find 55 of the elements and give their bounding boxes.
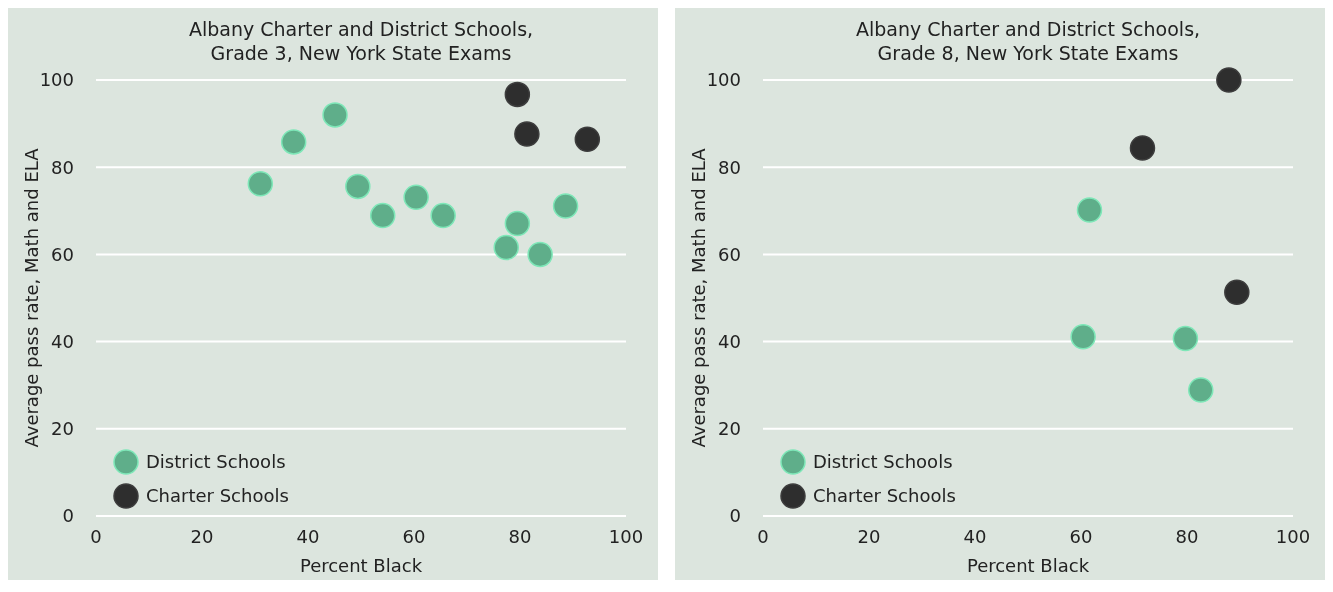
point <box>369 202 396 229</box>
y-tick-label: 0 <box>62 505 74 527</box>
point <box>1216 67 1242 93</box>
y-tick-label: 80 <box>51 156 74 178</box>
chart-title: Albany Charter and District Schools, Grade 8, New York State Exams <box>855 18 1201 64</box>
point <box>1224 279 1250 306</box>
point <box>1076 197 1103 223</box>
x-tick-label: 0 <box>757 526 769 547</box>
point <box>552 193 579 219</box>
y-tick-label: 60 <box>51 243 74 265</box>
legend-label: Charter Schools <box>146 485 289 507</box>
legend-label: District Schools <box>813 451 953 473</box>
x-axis-title: Percent Black <box>966 555 1090 576</box>
x-tick-label: 100 <box>608 526 644 547</box>
point <box>280 129 307 155</box>
y-axis-title: Average pass rate, Math and ELA <box>688 147 709 448</box>
point <box>514 121 540 147</box>
point <box>1172 325 1199 352</box>
point <box>1129 135 1156 161</box>
y-tick-label: 20 <box>718 418 741 440</box>
y-tick-label: 20 <box>51 418 74 440</box>
point <box>322 102 348 128</box>
y-tick-label: 60 <box>718 243 741 265</box>
x-tick-label: 0 <box>90 526 102 547</box>
y-tick-label: 40 <box>718 330 741 352</box>
x-tick-label: 20 <box>190 526 214 547</box>
point <box>1188 377 1214 403</box>
chart-title: Albany Charter and District Schools, Grade 3, New York State Exams <box>188 18 534 64</box>
x-tick-label: 40 <box>963 526 987 547</box>
legend-label: Charter Schools <box>813 485 956 507</box>
x-axis-title: Percent Black <box>299 555 423 576</box>
x-tick-label: 60 <box>402 526 426 547</box>
point <box>345 173 371 200</box>
x-tick-label: 60 <box>1069 526 1093 547</box>
x-tick-label: 100 <box>1275 526 1311 547</box>
y-tick-label: 0 <box>729 505 741 527</box>
x-tick-label: 40 <box>296 526 320 547</box>
point <box>574 126 601 153</box>
point <box>403 184 429 211</box>
x-tick-label: 20 <box>857 526 881 547</box>
y-tick-label: 100 <box>706 69 741 91</box>
point <box>504 210 531 237</box>
point <box>527 241 553 268</box>
point <box>430 202 456 229</box>
point <box>1070 324 1096 350</box>
point <box>493 234 519 261</box>
x-tick-label: 80 <box>1175 526 1199 547</box>
point <box>247 171 274 197</box>
y-tick-label: 80 <box>718 156 741 178</box>
legend-label: District Schools <box>146 451 286 473</box>
y-axis-title: Average pass rate, Math and ELA <box>21 147 42 448</box>
y-tick-label: 40 <box>51 330 74 352</box>
y-tick-label: 100 <box>39 69 74 91</box>
x-tick-label: 80 <box>508 526 532 547</box>
point <box>504 81 531 108</box>
